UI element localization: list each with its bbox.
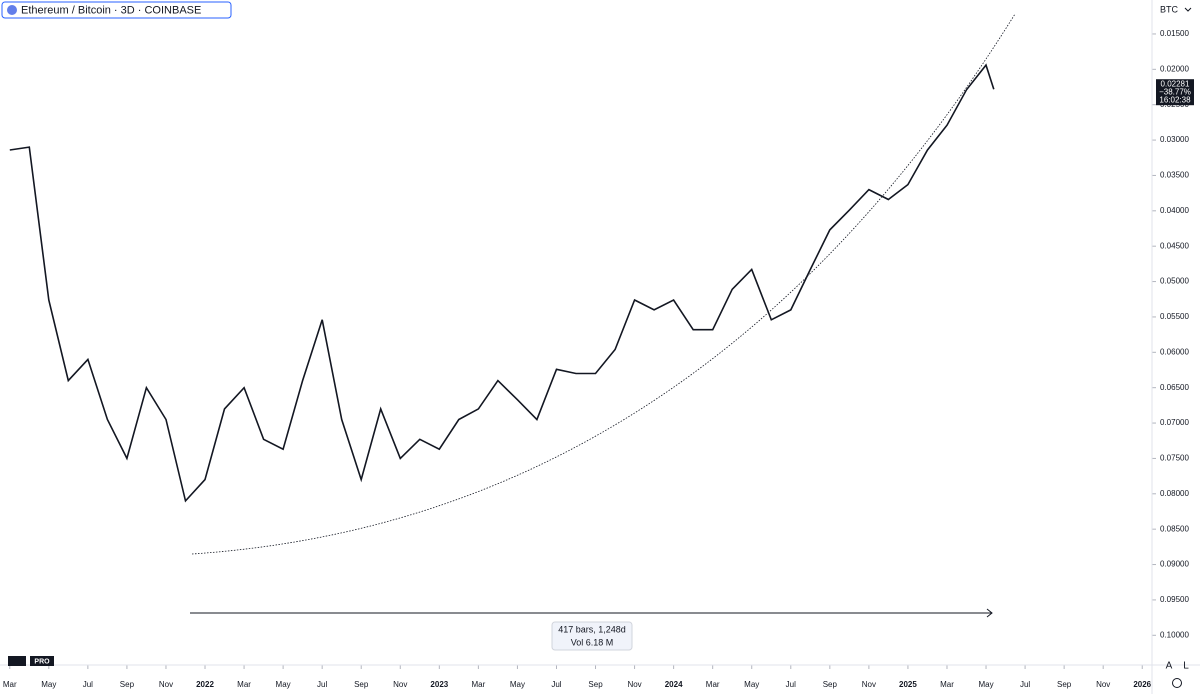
y-tick-label: 0.04500 xyxy=(1160,241,1189,250)
y-tick-label: 0.02000 xyxy=(1160,64,1189,73)
x-tick-label: May xyxy=(510,680,525,689)
x-tick-label: Mar xyxy=(237,680,251,689)
x-tick-label: 2025 xyxy=(899,680,917,689)
y-tick-label: 0.10000 xyxy=(1160,630,1189,639)
y-tick-label: 0.01500 xyxy=(1160,29,1189,38)
x-tick-label: Jul xyxy=(786,680,796,689)
x-tick-label: Sep xyxy=(588,680,603,689)
price-tag: 0.02281 −38.77% 16:02:38 xyxy=(1156,79,1194,106)
symbol-icon xyxy=(7,5,17,15)
measure-volume: Vol 6.18 M xyxy=(571,637,614,647)
auto-button[interactable]: A xyxy=(1166,661,1173,672)
x-tick-label: May xyxy=(41,680,56,689)
symbol-title: Ethereum / Bitcoin · 3D · COINBASE xyxy=(21,4,201,16)
logo-box xyxy=(30,656,54,666)
x-tick-label: Jul xyxy=(1020,680,1030,689)
price-tag-time: 16:02:38 xyxy=(1159,95,1191,104)
x-tick-label: Nov xyxy=(1096,680,1110,689)
y-tick-label: 0.09000 xyxy=(1160,560,1189,569)
trendline xyxy=(191,13,1016,555)
x-tick-label: Jul xyxy=(551,680,561,689)
price-tag-bg xyxy=(1156,79,1194,106)
measure-box xyxy=(551,621,633,651)
symbol-box[interactable] xyxy=(1,1,232,19)
y-tick-label: 0.06500 xyxy=(1160,383,1189,392)
x-tick-label: 2024 xyxy=(665,680,683,689)
price-tag-price: 0.02281 xyxy=(1161,79,1190,88)
x-tick-label: Nov xyxy=(862,680,876,689)
x-tick-label: May xyxy=(744,680,759,689)
price-tag-change: −38.77% xyxy=(1159,87,1191,96)
measure-range: 417 bars, 1,248d xyxy=(558,624,626,634)
x-tick-label: 2022 xyxy=(196,680,214,689)
y-tick-label: 0.05000 xyxy=(1160,277,1189,286)
y-tick-label: 0.04000 xyxy=(1160,206,1189,215)
x-tick-label: Jul xyxy=(317,680,327,689)
x-tick-label: Sep xyxy=(823,680,838,689)
x-tick-label: May xyxy=(276,680,291,689)
x-tick-label: Mar xyxy=(3,680,17,689)
currency-caret xyxy=(1184,7,1192,12)
x-tick-label: 2026 xyxy=(1133,680,1151,689)
y-tick-label: 0.03500 xyxy=(1160,171,1189,180)
x-tick-label: Sep xyxy=(1057,680,1072,689)
x-tick-label: May xyxy=(978,680,993,689)
y-tick-label: 0.06000 xyxy=(1160,347,1189,356)
x-tick-label: Mar xyxy=(706,680,720,689)
y-tick-label: 0.09500 xyxy=(1160,595,1189,604)
x-tick-label: Nov xyxy=(393,680,407,689)
y-tick-label: 0.05500 xyxy=(1160,312,1189,321)
x-tick-label: Sep xyxy=(120,680,135,689)
settings-icon[interactable] xyxy=(1172,678,1182,688)
x-tick-label: Jul xyxy=(83,680,93,689)
x-tick-label: Mar xyxy=(471,680,485,689)
x-tick-label: Nov xyxy=(159,680,173,689)
y-tick-label: 0.08500 xyxy=(1160,524,1189,533)
x-tick-label: Nov xyxy=(627,680,641,689)
x-tick-label: Sep xyxy=(354,680,369,689)
log-button[interactable]: L xyxy=(1183,661,1189,672)
y-tick-label: 0.07500 xyxy=(1160,454,1189,463)
x-tick-label: 2023 xyxy=(430,680,448,689)
y-tick-label: 0.07000 xyxy=(1160,418,1189,427)
price-line xyxy=(9,63,995,503)
logo-text: PRO xyxy=(34,658,50,665)
measure-arrowhead xyxy=(986,608,993,618)
logo-mark xyxy=(8,656,26,666)
y-tick-label: 0.03000 xyxy=(1160,135,1189,144)
x-tick-label: Mar xyxy=(940,680,954,689)
y-tick-label: 0.08000 xyxy=(1160,489,1189,498)
currency[interactable]: BTC xyxy=(1160,4,1179,14)
